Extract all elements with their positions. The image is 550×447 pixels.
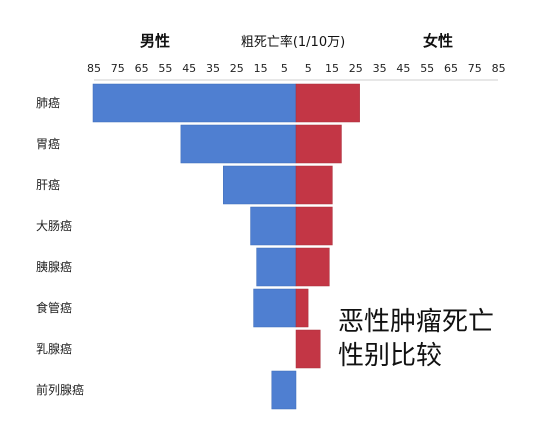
female-bar bbox=[295, 206, 333, 246]
male-bar bbox=[180, 124, 297, 164]
annotation-line-1: 恶性肿瘤死亡 bbox=[338, 307, 494, 337]
male-series-label: 男性 bbox=[140, 32, 170, 50]
female-bar bbox=[295, 288, 309, 328]
axis-tick-label: 85 bbox=[87, 62, 101, 75]
axis-tick-label: 85 bbox=[492, 62, 506, 75]
axis-tick-label: 35 bbox=[206, 62, 220, 75]
axis-tick-label: 25 bbox=[230, 62, 244, 75]
female-bar bbox=[295, 165, 333, 205]
axis-tick-label: 45 bbox=[182, 62, 196, 75]
axis-tick-label: 45 bbox=[396, 62, 410, 75]
female-bar bbox=[295, 124, 342, 164]
axis-tick-label: 75 bbox=[111, 62, 125, 75]
male-bar bbox=[92, 83, 297, 123]
category-label: 胰腺癌 bbox=[36, 259, 72, 274]
male-bar bbox=[256, 247, 297, 287]
category-label: 食管癌 bbox=[36, 300, 72, 315]
category-label: 大肠癌 bbox=[36, 218, 72, 233]
female-bar bbox=[295, 247, 330, 287]
axis-tick-label: 5 bbox=[281, 62, 288, 75]
category-label: 乳腺癌 bbox=[36, 341, 72, 356]
chart-title: 粗死亡率(1/10万) bbox=[241, 34, 345, 50]
axis-tick-label: 15 bbox=[325, 62, 339, 75]
axis-tick-labels: 85 75 65 55 45 35 25 15 5 5 15 25 35 45 55 65 75 85 bbox=[87, 62, 506, 75]
axis-tick-label: 55 bbox=[420, 62, 434, 75]
category-label: 肝癌 bbox=[36, 177, 60, 192]
category-label: 前列腺癌 bbox=[36, 382, 84, 397]
male-bar bbox=[271, 370, 297, 410]
axis-tick-label: 15 bbox=[254, 62, 268, 75]
male-bar bbox=[253, 288, 297, 328]
axis-tick-label: 35 bbox=[373, 62, 387, 75]
axis-tick-label: 55 bbox=[158, 62, 172, 75]
axis-tick-label: 75 bbox=[468, 62, 482, 75]
bars bbox=[92, 83, 360, 410]
male-bar bbox=[223, 165, 297, 205]
annotation-line-2: 性别比较 bbox=[338, 341, 442, 371]
category-label: 胃癌 bbox=[36, 136, 60, 151]
category-label: 肺癌 bbox=[36, 95, 60, 110]
female-bar bbox=[295, 83, 360, 123]
axis-tick-label: 65 bbox=[135, 62, 149, 75]
axis-tick-label: 65 bbox=[444, 62, 458, 75]
axis-tick-label: 5 bbox=[305, 62, 312, 75]
female-bar bbox=[295, 329, 321, 369]
male-bar bbox=[250, 206, 297, 246]
female-series-label: 女性 bbox=[423, 32, 453, 50]
axis-tick-label: 25 bbox=[349, 62, 363, 75]
